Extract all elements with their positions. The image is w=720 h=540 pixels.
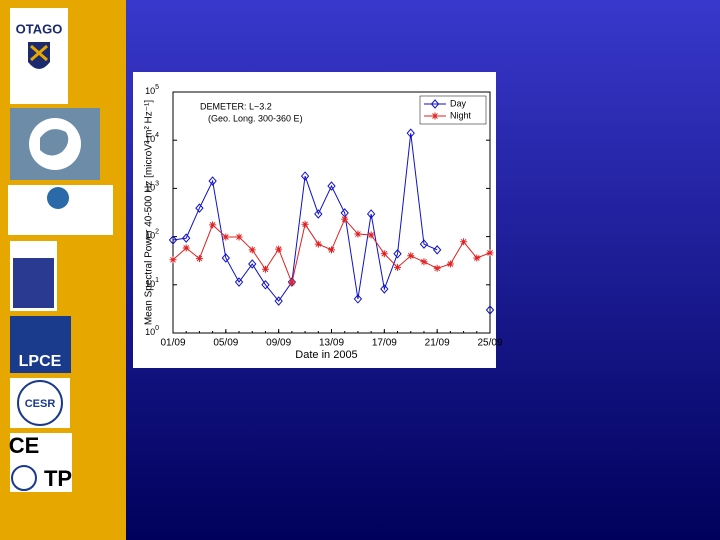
marker [275, 245, 283, 253]
marker [407, 252, 415, 260]
marker [182, 233, 191, 243]
annotation: (Geo. Long. 300-360 E) [208, 113, 303, 123]
marker [248, 259, 257, 269]
y-tick-label: 104 [145, 132, 159, 145]
marker [234, 277, 244, 287]
continent [40, 129, 69, 156]
marker [446, 260, 454, 268]
legend-marker [430, 99, 440, 109]
marker [380, 250, 388, 258]
y-tick-label: 101 [145, 277, 159, 290]
marker [301, 220, 309, 228]
cetp-globe [11, 465, 37, 491]
met-globe [47, 187, 69, 209]
marker [420, 258, 428, 266]
logo-cesr [10, 378, 70, 428]
marker [221, 253, 230, 263]
y-tick-exponent: 5 [155, 84, 159, 91]
marker [328, 246, 335, 254]
y-tick-base: 10 [145, 231, 155, 241]
x-tick-label: 01/09 [160, 338, 185, 349]
marker [354, 230, 362, 238]
marker [433, 245, 442, 255]
x-tick-label: 21/09 [425, 338, 450, 349]
oulu-shape [13, 258, 54, 308]
marker [406, 128, 415, 138]
x-tick-label: 09/09 [266, 338, 291, 349]
marker [367, 231, 375, 239]
logo-text: LPCE [19, 353, 62, 370]
y-tick-exponent: 2 [155, 228, 159, 235]
marker [248, 246, 256, 254]
marker [169, 256, 177, 264]
marker [168, 235, 178, 245]
marker [485, 305, 495, 315]
y-tick-base: 10 [145, 135, 155, 145]
logo-text: CE [9, 433, 40, 458]
y-tick-label: 100 [145, 325, 159, 338]
marker [486, 249, 494, 257]
logo-text: TP [44, 466, 72, 491]
x-tick-label: 25/09 [477, 338, 502, 349]
marker [261, 280, 270, 290]
cesr-ring [17, 380, 63, 426]
y-tick-exponent: 1 [155, 277, 159, 284]
marker [460, 238, 468, 246]
y-tick-base: 10 [145, 279, 155, 289]
logo-lpce [10, 316, 71, 373]
legend-box [419, 95, 487, 125]
y-tick-base: 10 [145, 86, 155, 96]
logo-cetp [10, 433, 72, 492]
marker [473, 254, 481, 262]
x-tick-label: 05/09 [213, 338, 238, 349]
marker [235, 233, 243, 241]
logo-text: CESR [25, 398, 56, 410]
annotation: DEMETER: L~3.2 [200, 101, 272, 111]
marker [222, 233, 230, 241]
marker [182, 244, 190, 252]
marker [208, 176, 217, 186]
y-tick-base: 10 [145, 327, 155, 337]
y-tick-label: 103 [145, 180, 159, 193]
logo-text: OTAGO [16, 21, 63, 36]
marker [393, 249, 402, 259]
legend-label: Night [450, 110, 472, 120]
marker [433, 264, 441, 272]
marker [274, 296, 283, 306]
marker [366, 209, 376, 219]
marker [195, 255, 203, 263]
marker [261, 265, 269, 273]
y-tick-label: 105 [145, 84, 159, 97]
marker [394, 263, 402, 271]
y-tick-exponent: 4 [155, 132, 159, 139]
y-tick-exponent: 3 [155, 180, 159, 187]
y-tick-base: 10 [145, 183, 155, 193]
x-axis-label: Date in 2005 [295, 349, 357, 361]
marker [380, 284, 389, 294]
crest-cross [30, 44, 48, 62]
x-tick-label: 17/09 [372, 338, 397, 349]
y-tick-label: 102 [145, 228, 159, 241]
x-tick-label: 13/09 [319, 338, 344, 349]
marker [195, 203, 204, 213]
y-axis-label: Mean Spectral Power 40-500 Hz [microV² m… [144, 100, 155, 326]
marker [341, 215, 349, 223]
marker [288, 279, 296, 287]
marker [314, 209, 323, 219]
marker [209, 221, 217, 229]
y-tick-exponent: 0 [155, 325, 159, 332]
marker [419, 239, 429, 249]
legend-marker [431, 112, 439, 120]
marker [300, 171, 310, 181]
legend-label: Day [450, 98, 467, 108]
marker [314, 240, 322, 248]
marker [353, 294, 363, 304]
marker [327, 181, 336, 191]
logos: OTAGO LPCE CESR CE TP [8, 8, 113, 492]
